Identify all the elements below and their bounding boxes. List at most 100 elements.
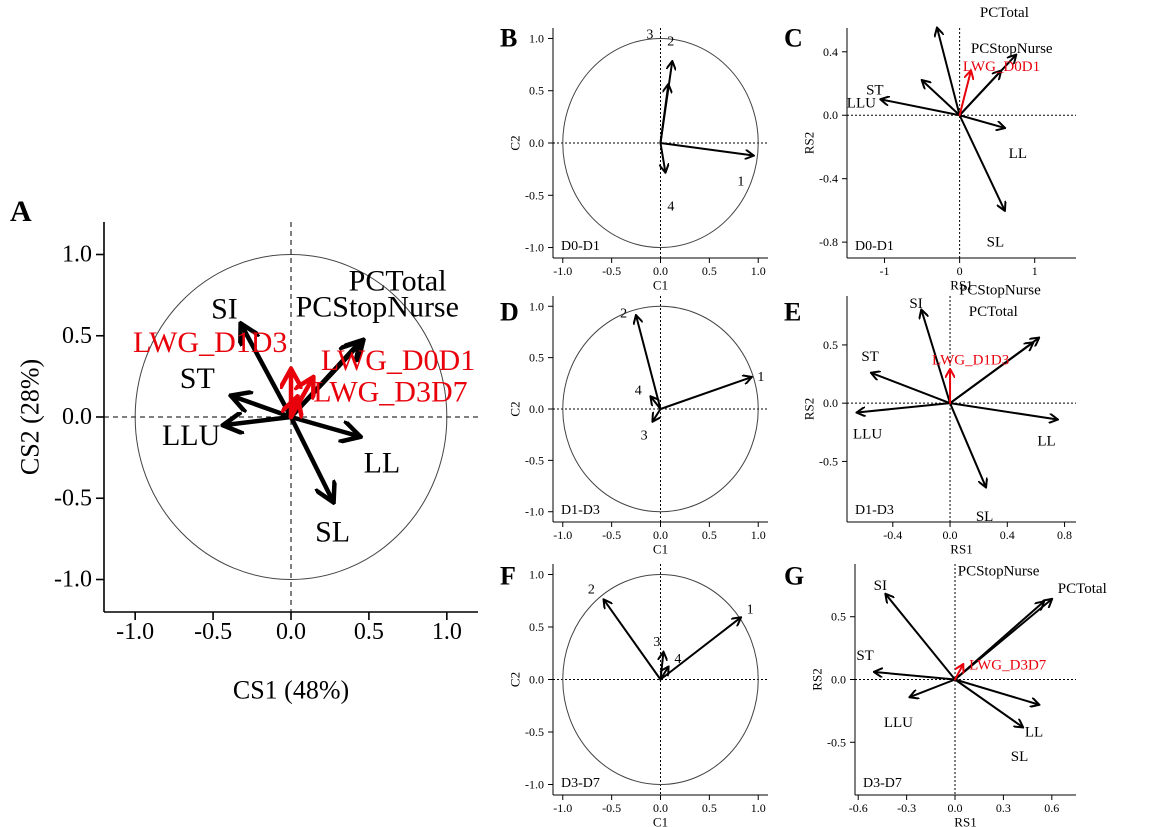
- y-axis-title-g: RS2: [810, 668, 825, 690]
- y-axis-title-e: RS2: [802, 398, 817, 420]
- y-tick-label-f: 0.0: [529, 673, 544, 687]
- x-tick-label-a: -1.0: [116, 619, 154, 645]
- x-tick-label-f: -1.0: [553, 801, 572, 815]
- vector-arrow-a: [224, 417, 294, 425]
- x-tick-label-b: 1.0: [751, 264, 766, 278]
- vector-label-d: 4: [635, 384, 642, 399]
- x-tick-label-e: -0.4: [883, 528, 902, 542]
- vector-arrow-d: [636, 316, 662, 410]
- vector-label-c: LWG_D0D1: [963, 59, 1040, 75]
- vector-arrow-c: [958, 71, 971, 117]
- panel-label-f: F: [500, 561, 516, 590]
- vector-arrow-c: [958, 71, 1001, 117]
- vector-label-a: LWG_D3D7: [313, 376, 467, 409]
- vector-label-g: PCTotal: [1058, 581, 1107, 597]
- vector-label-c: LL: [1009, 146, 1027, 162]
- panel-label-d: D: [500, 297, 519, 326]
- vector-arrow-e: [871, 373, 952, 405]
- vector-arrow-a: [288, 414, 333, 502]
- y-tick-label-d: -0.5: [525, 453, 544, 467]
- period-label-e: D1-D3: [855, 503, 894, 518]
- vector-label-a: PCTotal: [349, 265, 447, 298]
- period-label-f: D3-D7: [561, 776, 600, 791]
- vector-arrow-a: [291, 398, 297, 420]
- y-tick-label-d: 0.5: [529, 351, 544, 365]
- y-tick-label-c: -0.8: [819, 235, 838, 249]
- panel-label-c: C: [784, 23, 803, 52]
- vector-arrow-f: [659, 618, 741, 681]
- y-tick-label-a: -1.0: [54, 567, 92, 593]
- y-tick-label-f: -0.5: [525, 725, 544, 739]
- vector-label-g: SL: [1011, 749, 1029, 765]
- period-label-b: D0-D1: [561, 239, 600, 254]
- x-tick-label-a: 0.0: [276, 619, 306, 645]
- vector-label-f: 3: [653, 635, 660, 650]
- vector-label-c: LLU: [847, 95, 876, 111]
- x-tick-label-g: 0.3: [996, 801, 1011, 815]
- vector-label-g: LLU: [884, 715, 913, 731]
- vector-label-b: 1: [737, 175, 744, 190]
- x-axis-title-e: RS1: [950, 542, 972, 557]
- x-tick-label-f: -0.5: [602, 801, 621, 815]
- x-axis-title-c: RS1: [950, 278, 972, 293]
- vector-label-f: 1: [747, 603, 754, 618]
- x-tick-label-d: 0.0: [653, 528, 668, 542]
- vector-label-a: LL: [364, 447, 401, 480]
- vector-arrow-b: [661, 142, 666, 172]
- period-label-c: D0-D1: [855, 239, 894, 254]
- x-tick-label-g: -0.3: [897, 801, 916, 815]
- unit-circle-a: [134, 254, 448, 580]
- vector-label-a: LWG_D0D1: [321, 344, 475, 377]
- x-axis-title-d: C1: [653, 542, 668, 557]
- x-tick-label-e: 0.4: [1000, 528, 1015, 542]
- y-tick-label-a: -0.5: [54, 485, 92, 511]
- x-tick-label-g: 0.6: [1044, 801, 1059, 815]
- panel-b: B -1.0 -0.5 0.0 0.5 1.0 -1.0 -0.5 0.0 0.5 1.0 C1 C2 D…: [500, 23, 768, 293]
- x-tick-label-f: 0.5: [702, 801, 717, 815]
- panel-label-a: A: [10, 195, 32, 228]
- vector-label-g: LWG_D3D7: [969, 657, 1047, 673]
- x-tick-label-b: -0.5: [602, 264, 621, 278]
- x-tick-label-f: 0.0: [653, 801, 668, 815]
- vector-arrow-g: [954, 599, 1052, 681]
- vector-arrow-g: [954, 664, 963, 681]
- x-axis-title-g: RS1: [954, 815, 976, 827]
- vector-arrow-f: [604, 600, 662, 681]
- vector-label-c: PCTotal: [980, 5, 1029, 21]
- panel-g: G -0.6 -0.3 0.0 0.3 0.6 -0.5 0.0 0.5 RS1 RS2 D3-D7 S…: [784, 561, 1107, 827]
- vector-arrow-g: [886, 594, 957, 681]
- vector-label-e: SI: [909, 296, 922, 312]
- y-axis-title-c: RS2: [802, 132, 817, 154]
- vector-label-e: PCTotal: [969, 304, 1018, 320]
- x-tick-label-b: -1.0: [553, 264, 572, 278]
- vector-label-a: LWG_D1D3: [133, 326, 287, 359]
- vector-arrow-e: [921, 310, 952, 405]
- vector-arrow-c: [958, 114, 1005, 128]
- y-tick-label-f: 0.5: [529, 620, 544, 634]
- vector-arrow-g: [910, 678, 957, 698]
- vector-label-e: LLU: [853, 426, 882, 442]
- panel-label-g: G: [784, 561, 804, 590]
- vector-arrow-b: [659, 142, 754, 156]
- vector-arrow-d: [653, 408, 662, 421]
- y-tick-label-e: 0.5: [823, 338, 838, 352]
- vector-label-d: 2: [620, 307, 627, 322]
- panel-a: A -1.0 -0.5 0.0 0.5 1.0 -1.0 -0.5 0.0 0.5 1.0 CS1 (…: [10, 195, 478, 704]
- vector-arrow-d: [651, 397, 662, 410]
- vector-label-a: SL: [315, 516, 350, 549]
- vector-arrow-e: [949, 402, 1057, 419]
- y-tick-label-a: 0.5: [62, 323, 92, 349]
- vector-arrow-f: [659, 667, 669, 681]
- y-tick-label-d: 0.0: [529, 402, 544, 416]
- vector-arrow-d: [659, 377, 752, 410]
- y-tick-label-c: 0.4: [823, 45, 838, 59]
- y-tick-label-g: 0.0: [831, 673, 846, 687]
- x-tick-label-b: 0.5: [702, 264, 717, 278]
- y-tick-label-b: 0.0: [529, 136, 544, 150]
- y-tick-label-c: 0.0: [823, 108, 838, 122]
- x-tick-label-d: -0.5: [602, 528, 621, 542]
- y-tick-label-e: -0.5: [819, 454, 838, 468]
- y-tick-label-c: -0.4: [819, 172, 838, 186]
- vector-label-g: SI: [874, 578, 887, 594]
